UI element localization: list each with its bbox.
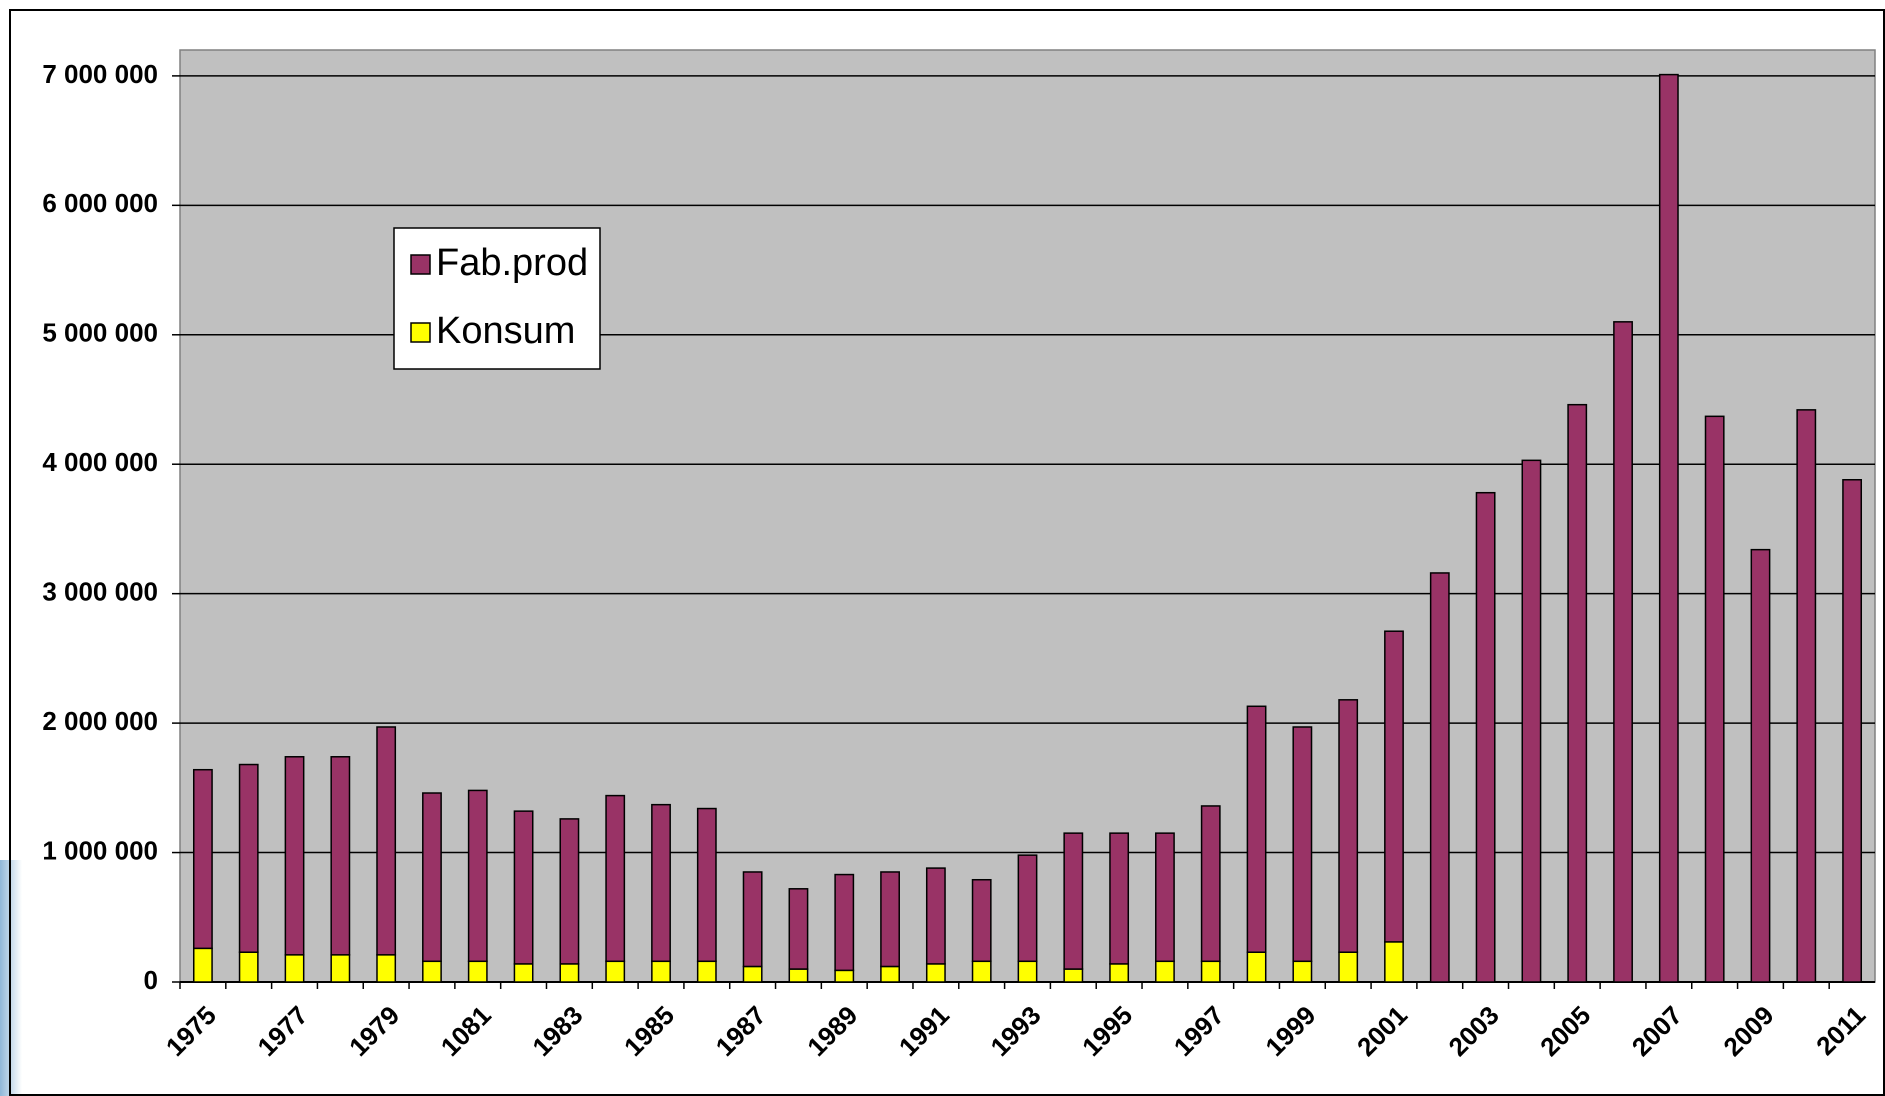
bar-segment <box>696 807 717 963</box>
bar-segment <box>651 960 671 983</box>
bar-segment <box>1155 960 1175 983</box>
bar-segment <box>1429 572 1450 983</box>
bar-segment <box>651 803 671 963</box>
bar-segment <box>513 963 534 983</box>
bar-segment <box>1750 548 1771 983</box>
bar-segment <box>1567 403 1588 983</box>
bar-segment <box>742 871 763 968</box>
x-tick-label: 1081 <box>435 1000 497 1062</box>
bar-segment <box>1109 963 1130 983</box>
legend-label: Fab.prod <box>436 242 588 284</box>
bar-segment <box>238 951 259 983</box>
bar-segment <box>1200 805 1221 963</box>
bar-segment <box>971 960 992 983</box>
bar-segment <box>1796 409 1817 983</box>
bar-segment <box>284 756 305 956</box>
bar-segment <box>834 873 855 972</box>
y-tick-label: 4 000 000 <box>42 447 158 477</box>
bar-segment <box>605 794 626 963</box>
x-tick-label: 1975 <box>160 1000 222 1062</box>
bar-segment <box>788 968 809 983</box>
x-tick-label: 1999 <box>1259 1000 1321 1062</box>
x-tick-label: 1993 <box>984 1000 1046 1062</box>
bar-segment <box>238 763 259 953</box>
x-tick-label: 1995 <box>1076 1000 1138 1062</box>
bar-segment <box>788 888 809 970</box>
bar-segment <box>1200 960 1221 983</box>
y-tick-label: 0 <box>144 965 158 995</box>
bar-segment <box>1521 459 1542 983</box>
bar-segment <box>559 818 580 965</box>
bar-segment <box>1063 832 1084 970</box>
bar-segment <box>330 954 351 983</box>
bar-segment <box>605 960 626 983</box>
bar-segment <box>192 947 213 983</box>
x-tick-label: 1989 <box>801 1000 863 1062</box>
bar-segment <box>1292 960 1313 983</box>
bar-segment <box>284 954 305 983</box>
bar-segment <box>1017 854 1038 963</box>
bar-segment <box>1658 73 1679 983</box>
x-tick-label: 2009 <box>1717 1000 1779 1062</box>
bar-segment <box>1613 321 1633 983</box>
x-tick-label: 1979 <box>343 1000 405 1062</box>
y-tick-label: 5 000 000 <box>42 318 158 348</box>
bar-segment <box>880 871 900 968</box>
y-tick-label: 6 000 000 <box>42 188 158 218</box>
bar-segment <box>559 963 580 983</box>
bar-segment <box>1384 941 1404 983</box>
y-tick-label: 3 000 000 <box>42 577 158 607</box>
bar-segment <box>1017 960 1038 983</box>
x-tick-label: 2011 <box>1810 1000 1871 1061</box>
bar-segment <box>330 756 351 956</box>
y-tick-label: 7 000 000 <box>42 59 158 89</box>
bar-segment <box>192 768 213 950</box>
x-tick-label: 1987 <box>710 1000 772 1062</box>
legend-swatch <box>410 254 431 275</box>
y-tick-label: 2 000 000 <box>42 706 158 736</box>
x-tick-label: 2005 <box>1534 1000 1596 1062</box>
bar-segment <box>1109 832 1130 965</box>
bar-segment <box>467 789 488 963</box>
x-tick-label: 1983 <box>526 1000 588 1062</box>
bar-segment <box>880 965 900 983</box>
bar-segment <box>1063 968 1084 983</box>
bar-segment <box>925 963 946 983</box>
x-tick-label: 1985 <box>618 1000 680 1062</box>
bar-segment <box>422 792 442 963</box>
bar-segment <box>834 969 855 983</box>
bar-segment <box>1246 705 1267 953</box>
y-tick-label: 1 000 000 <box>42 835 158 865</box>
x-tick-label: 1997 <box>1168 1000 1230 1062</box>
bar-segment <box>422 960 442 983</box>
bar-segment <box>513 810 534 965</box>
x-tick-label: 1977 <box>252 1000 314 1062</box>
bar-segment <box>1338 951 1359 983</box>
bar-segment <box>696 960 717 983</box>
bar-segment <box>1338 699 1359 953</box>
bar-segment <box>1155 832 1175 963</box>
bar-segment <box>1292 726 1313 963</box>
bar-segment <box>742 965 763 983</box>
legend-box <box>393 227 601 370</box>
x-tick-label: 2001 <box>1351 1000 1413 1062</box>
x-tick-label: 2003 <box>1443 1000 1505 1062</box>
legend-label: Konsum <box>436 310 575 352</box>
bar-segment <box>1384 630 1404 943</box>
bar-segment <box>1246 951 1267 983</box>
bar-segment <box>1842 479 1863 983</box>
bar-segment <box>925 867 946 965</box>
bar-segment <box>376 954 397 983</box>
bar-segment <box>1475 491 1496 983</box>
x-tick-label: 2007 <box>1626 1000 1688 1062</box>
chart-border <box>9 9 1885 1096</box>
x-tick-label: 1991 <box>893 1000 955 1062</box>
legend-swatch <box>410 322 431 343</box>
bar-segment <box>971 878 992 963</box>
bar-segment <box>1704 415 1725 983</box>
bar-segment <box>376 726 397 956</box>
bar-segment <box>467 960 488 983</box>
